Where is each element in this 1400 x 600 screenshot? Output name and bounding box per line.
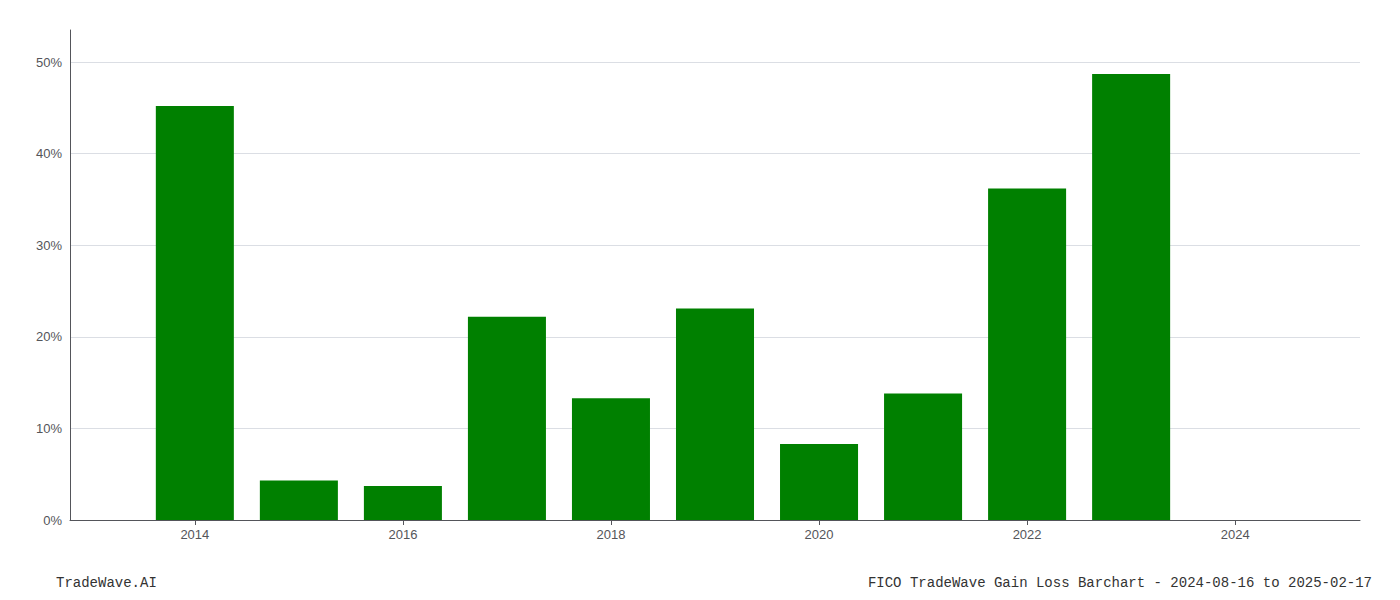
svg-text:2016: 2016 bbox=[388, 527, 417, 542]
svg-text:20%: 20% bbox=[36, 329, 62, 344]
svg-text:2014: 2014 bbox=[180, 527, 209, 542]
svg-text:2024: 2024 bbox=[1221, 527, 1250, 542]
svg-text:0%: 0% bbox=[43, 513, 62, 528]
svg-text:2020: 2020 bbox=[805, 527, 834, 542]
svg-text:2018: 2018 bbox=[597, 527, 626, 542]
svg-text:50%: 50% bbox=[36, 55, 62, 70]
svg-text:40%: 40% bbox=[36, 146, 62, 161]
svg-text:2022: 2022 bbox=[1013, 527, 1042, 542]
svg-text:10%: 10% bbox=[36, 421, 62, 436]
svg-text:30%: 30% bbox=[36, 238, 62, 253]
svg-text:FICO TradeWave Gain Loss Barch: FICO TradeWave Gain Loss Barchart - 2024… bbox=[868, 575, 1372, 591]
svg-text:TradeWave.AI: TradeWave.AI bbox=[56, 575, 157, 591]
